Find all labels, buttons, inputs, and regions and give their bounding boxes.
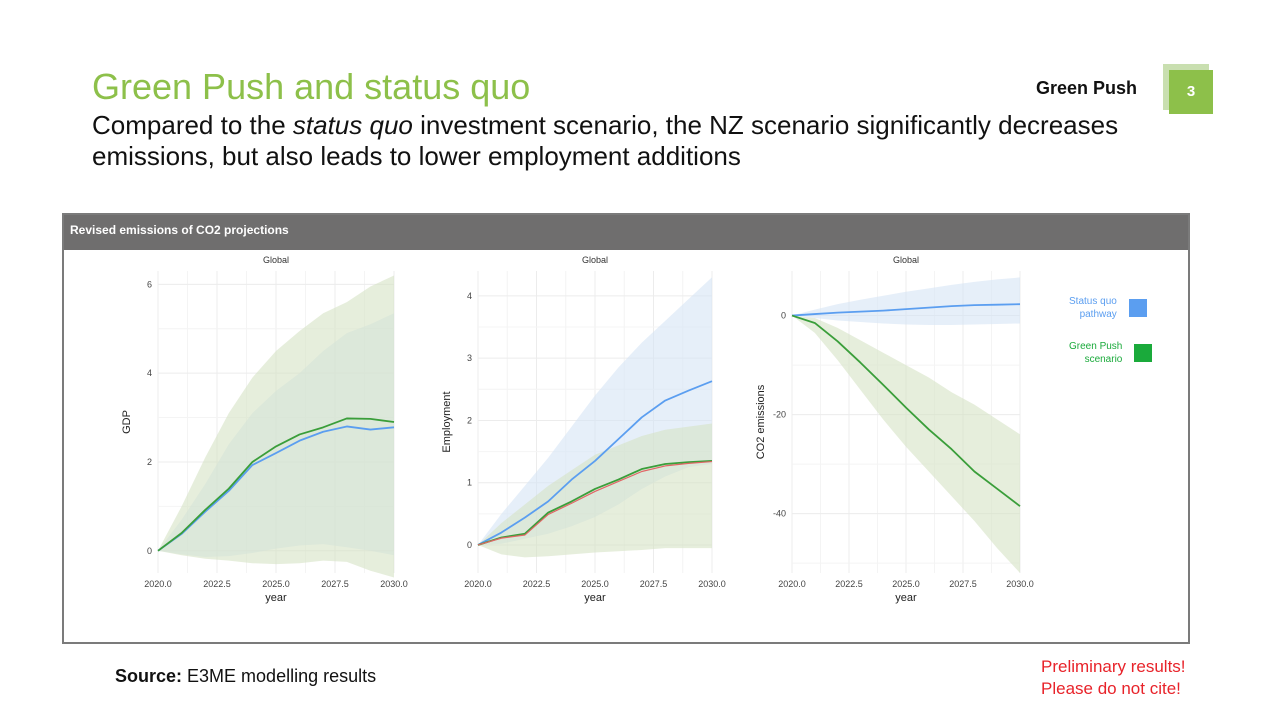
xtick-label-gdp-0: 2020.0 (144, 579, 172, 589)
legend-label-green-push-line2: scenario (1084, 354, 1123, 365)
xtick-label-employment-2: 2025.0 (581, 579, 609, 589)
ytick-label-co2-1: -20 (773, 410, 786, 420)
disclaimer-line2: Please do not cite! (1041, 679, 1181, 698)
xtick-label-gdp-4: 2030.0 (380, 579, 408, 589)
ytick-label-gdp-1: 2 (147, 457, 152, 467)
source-label: Source: (115, 666, 183, 686)
source-note: Source: E3ME modelling results (115, 666, 376, 687)
xtick-label-employment-3: 2027.5 (640, 579, 668, 589)
x-axis-title-co2: year (895, 592, 917, 604)
band-status_quo-co2 (792, 277, 1020, 325)
line-green_push-gdp (157, 417, 395, 552)
disclaimer: Preliminary results! Please do not cite! (1041, 656, 1186, 700)
xtick-label-co2-3: 2027.5 (949, 579, 977, 589)
charts-svg: 2020.0 2022.5 2025.0 2027.5 2030.0 0 2 4 6 Global… (121, 255, 1034, 604)
line-green_push-co2 (791, 314, 1021, 507)
ytick-label-co2-0: -40 (773, 509, 786, 519)
facet-title-gdp: Global (263, 255, 289, 265)
legend-label-status-quo-line2: pathway (1079, 309, 1117, 320)
ytick-label-employment-3: 3 (467, 353, 472, 363)
xtick-label-co2-1: 2022.5 (835, 579, 863, 589)
legend-swatch-green-push (1134, 344, 1153, 362)
xtick-label-co2-0: 2020.0 (778, 579, 806, 589)
legend-label-green-push-line1: Green Push (1069, 341, 1123, 352)
panel-header: Revised emissions of CO2 projections (64, 215, 1188, 250)
x-axis-title-gdp: year (265, 592, 287, 604)
band-green_push-co2 (792, 315, 1020, 573)
section-name: Green Push (1036, 78, 1138, 98)
line-status_quo-co2 (791, 303, 1021, 317)
ytick-label-gdp-2: 4 (147, 368, 152, 378)
xtick-label-employment-0: 2020.0 (464, 579, 492, 589)
line-green_push_alt-employment (477, 460, 713, 546)
disclaimer-line1: Preliminary results! (1041, 657, 1186, 676)
xtick-label-employment-1: 2022.5 (523, 579, 551, 589)
ytick-label-employment-1: 1 (467, 478, 472, 488)
xtick-label-co2-2: 2025.0 (892, 579, 920, 589)
slide-subtitle: Compared to the status quo investment sc… (92, 110, 1132, 172)
source-text: E3ME modelling results (182, 666, 377, 686)
legend-item-status-quo: Status quo pathway (1069, 295, 1147, 321)
y-axis-title-gdp: GDP (121, 410, 133, 434)
y-axis-title-employment: Employment (441, 391, 453, 452)
ytick-label-gdp-3: 6 (147, 279, 152, 289)
ytick-label-co2-2: 0 (781, 311, 786, 321)
legend-swatch-status-quo (1128, 299, 1147, 317)
facet-title-co2: Global (893, 255, 919, 265)
xtick-label-gdp-3: 2027.5 (321, 579, 349, 589)
xtick-label-gdp-1: 2022.5 (203, 579, 231, 589)
subtitle-part-1: Compared to the (92, 110, 293, 140)
line-green_push-employment (477, 460, 713, 546)
x-axis-title-employment: year (584, 592, 606, 604)
subtitle-part-2: status quo (292, 110, 413, 140)
legend-item-green-push: Green Push scenario (1069, 340, 1153, 366)
legend-label-green-push: Green Push scenario (1069, 340, 1122, 366)
subtitle-part-3: investment scenario, the NZ scenario sig… (92, 110, 1119, 171)
legend-label-status-quo: Status quo pathway (1069, 295, 1117, 321)
xtick-label-co2-4: 2030.0 (1006, 579, 1034, 589)
page-number-badge: 3 (1169, 70, 1213, 114)
y-axis-title-co2: CO2 emissions (755, 384, 767, 459)
chart-panel: Revised emissions of CO2 projections 202… (62, 213, 1190, 644)
ytick-label-employment-4: 4 (467, 291, 472, 301)
xtick-label-gdp-2: 2025.0 (262, 579, 290, 589)
facet-title-employment: Global (582, 255, 608, 265)
slide-title: Green Push and status quo (92, 66, 531, 107)
ytick-label-employment-2: 2 (467, 415, 472, 425)
ytick-label-gdp-0: 0 (147, 546, 152, 556)
line-status_quo-employment (477, 380, 713, 546)
legend-label-status-quo-line1: Status quo (1069, 296, 1117, 307)
ytick-label-employment-0: 0 (467, 540, 472, 550)
line-status_quo-gdp (157, 425, 395, 552)
xtick-label-employment-4: 2030.0 (698, 579, 726, 589)
